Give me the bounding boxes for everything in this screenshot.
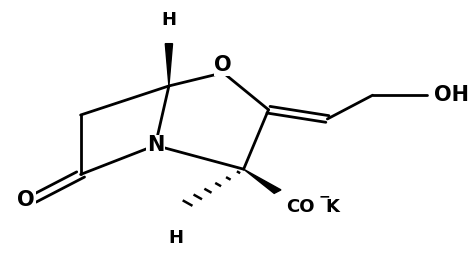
Text: O: O xyxy=(214,55,232,75)
Polygon shape xyxy=(244,169,281,193)
Text: H: H xyxy=(168,229,183,247)
Text: CO: CO xyxy=(287,198,315,217)
Polygon shape xyxy=(165,44,173,86)
Text: O: O xyxy=(18,190,35,210)
Text: N: N xyxy=(146,135,164,155)
Text: −: − xyxy=(319,189,330,203)
Text: OH: OH xyxy=(434,85,469,105)
Text: H: H xyxy=(162,11,176,29)
Text: K: K xyxy=(325,198,339,217)
